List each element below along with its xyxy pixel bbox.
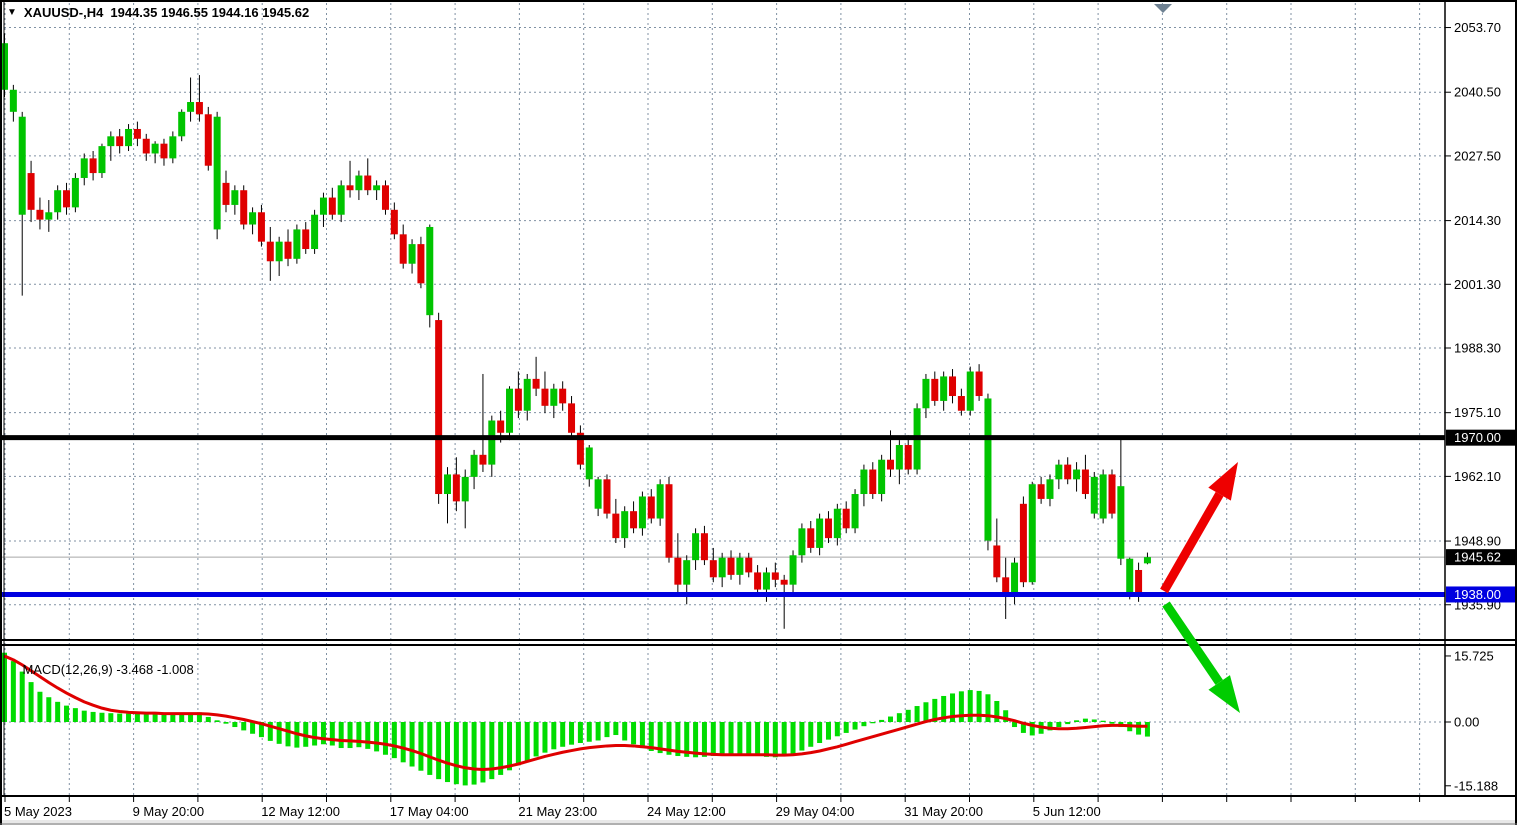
price-badge (1446, 429, 1516, 446)
price-badge-label: 1945.62 (1454, 550, 1501, 565)
time-axis-label: 12 May 12:00 (261, 804, 340, 819)
macd-axis-label: -15.188 (1454, 778, 1498, 793)
ohlc-values: 1944.35 1946.55 1944.16 1945.62 (110, 5, 310, 20)
price-badge-label: 1970.00 (1454, 430, 1501, 445)
grid-layer (4, 3, 1445, 795)
price-axis[interactable]: 2053.70 2040.50 2027.50 2014.30 2001.30 1988.… (1445, 20, 1516, 793)
time-axis-label: 24 May 12:00 (647, 804, 726, 819)
window-bottom-strip (0, 820, 1517, 825)
indicator-name: MACD(12,26,9) (22, 662, 113, 677)
indicator-label: MACD(12,26,9) -3.468 -1.008 (8, 647, 194, 692)
macd-axis-label: 0.00 (1454, 715, 1479, 730)
time-axis-border (0, 795, 1517, 797)
price-badge (1446, 549, 1516, 566)
price-axis-label: 2053.70 (1454, 20, 1501, 35)
price-axis-label: 2014.30 (1454, 213, 1501, 228)
window-border-left (0, 0, 2, 825)
bearish-arrow[interactable] (1162, 601, 1240, 713)
macd-signal-line (3, 654, 1148, 771)
chart-header: ▼ XAUUSD-,H4 1944.35 1946.55 1944.16 194… (7, 5, 309, 20)
panel-separator[interactable] (0, 639, 1517, 641)
time-axis-label: 31 May 20:00 (904, 804, 983, 819)
time-axis-label: 5 Jun 12:00 (1033, 804, 1101, 819)
time-axis-label: 29 May 04:00 (776, 804, 855, 819)
time-axis[interactable]: 5 May 2023 9 May 20:00 12 May 12:00 17 May … (4, 797, 1421, 819)
price-axis-label: 1975.10 (1454, 405, 1501, 420)
macd-layer (2, 652, 1150, 786)
window-border-top (0, 0, 1517, 2)
current-bar-marker-icon (1154, 4, 1172, 13)
price-axis-label: 2040.50 (1454, 85, 1501, 100)
time-axis-label: 5 May 2023 (4, 804, 72, 819)
time-axis-label: 9 May 20:00 (133, 804, 205, 819)
price-axis-label: 2001.30 (1454, 277, 1501, 292)
indicator-values: -3.468 -1.008 (116, 662, 194, 677)
price-axis-label: 1962.10 (1454, 469, 1501, 484)
price-axis-label: 1988.30 (1454, 341, 1501, 356)
symbol-dropdown-icon[interactable]: ▼ (7, 6, 17, 18)
time-axis-label: 17 May 04:00 (390, 804, 469, 819)
macd-axis-label: 15.725 (1454, 648, 1494, 663)
panel-separator-lower (0, 644, 1517, 646)
price-axis-label: 2027.50 (1454, 148, 1501, 163)
price-badge (1446, 586, 1516, 603)
time-axis-label: 21 May 23:00 (518, 804, 597, 819)
symbol-period-label: XAUUSD-,H4 (23, 5, 104, 20)
window-border-right (1515, 0, 1517, 825)
bullish-arrow[interactable] (1160, 462, 1238, 594)
candles-layer (1, 33, 1151, 629)
price-axis-label: 1948.90 (1454, 534, 1501, 549)
price-badge-label: 1938.00 (1454, 587, 1501, 602)
